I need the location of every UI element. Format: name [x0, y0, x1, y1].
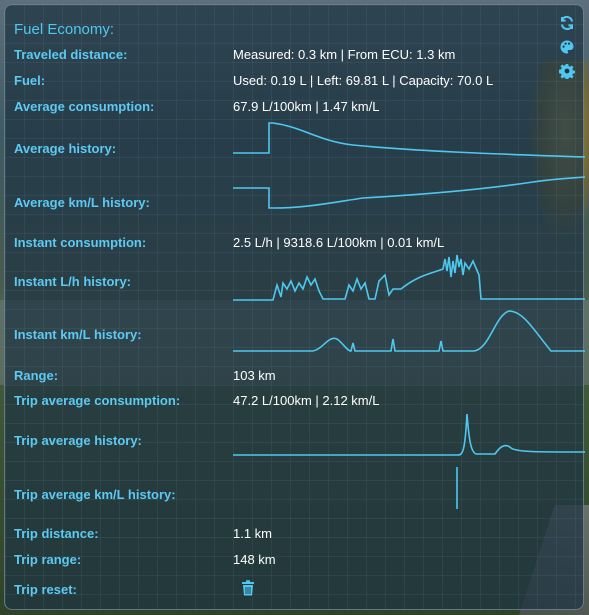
fuel-label: Fuel:: [14, 73, 46, 88]
trip-reset-label: Trip reset:: [14, 582, 77, 597]
traveled-distance-label: Traveled distance:: [14, 47, 128, 62]
average-kml-history-label: Average km/L history:: [14, 195, 150, 210]
instant-lh-history-label: Instant L/h history:: [14, 274, 131, 289]
trip-range-label: Trip range:: [14, 552, 82, 567]
trip-distance-value: 1.1 km: [233, 526, 273, 541]
instant-consumption-label: Instant consumption:: [14, 235, 147, 250]
trash-icon[interactable]: [241, 580, 255, 596]
trip-distance-label: Trip distance:: [14, 526, 99, 541]
range-label: Range:: [14, 368, 59, 383]
average-consumption-label: Average consumption:: [14, 99, 155, 114]
instant-consumption-value: 2.5 L/h | 9318.6 L/100km | 0.01 km/L: [233, 235, 445, 250]
trip-average-consumption-value: 47.2 L/100km | 2.12 km/L: [233, 393, 380, 408]
trip-average-history-label: Trip average history:: [14, 433, 142, 448]
instant-lh-history-graph: [233, 254, 585, 303]
refresh-icon[interactable]: [559, 15, 575, 31]
trip-average-history-graph: [233, 410, 586, 458]
panel-title: Fuel Economy:: [14, 21, 115, 38]
trip-average-consumption-label: Trip average consumption:: [14, 393, 181, 408]
average-history-graph: [233, 121, 586, 161]
traveled-distance-value: Measured: 0.3 km | From ECU: 1.3 km: [233, 47, 456, 62]
range-value: 103 km: [233, 368, 276, 383]
instant-kml-history-graph: [233, 305, 585, 353]
gear-icon[interactable]: [559, 63, 575, 79]
average-history-label: Average history:: [14, 141, 117, 156]
palette-icon[interactable]: [559, 39, 575, 55]
trip-average-kml-history-graph: [233, 467, 585, 511]
trip-range-value: 148 km: [233, 552, 276, 567]
average-kml-history-graph: [233, 174, 586, 216]
instant-kml-history-label: Instant km/L history:: [14, 327, 142, 342]
fuel-economy-panel: Fuel Economy: Traveled distance: Measure…: [4, 4, 586, 610]
panel-toolbar: [559, 15, 575, 87]
fuel-value: Used: 0.19 L | Left: 69.81 L | Capacity:…: [233, 73, 494, 88]
trip-average-kml-history-label: Trip average km/L history:: [14, 487, 176, 502]
average-consumption-value: 67.9 L/100km | 1.47 km/L: [233, 99, 380, 114]
